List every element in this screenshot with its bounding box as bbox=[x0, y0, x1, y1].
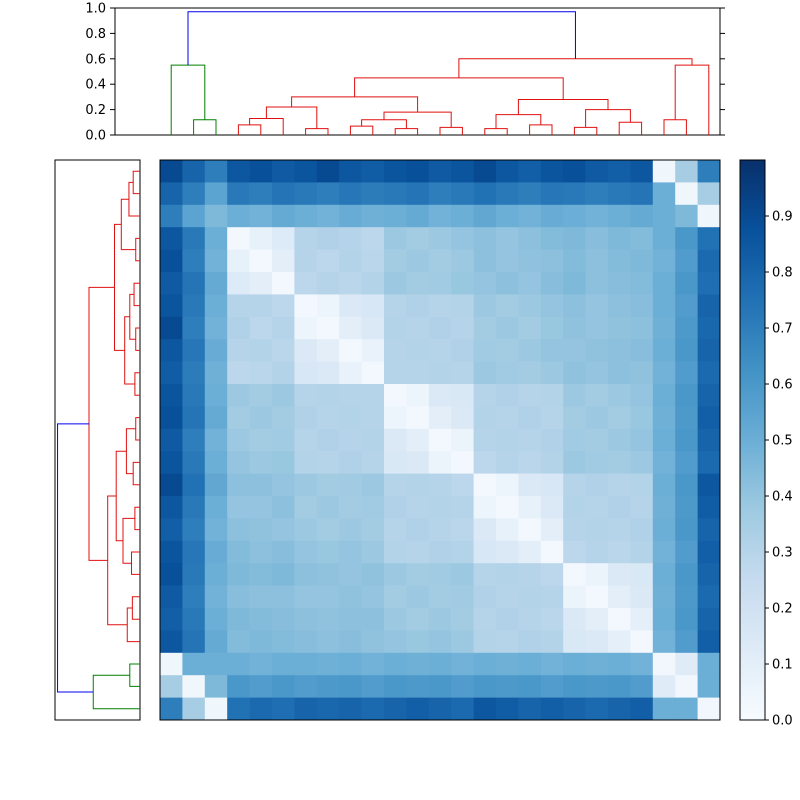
top-dendrogram bbox=[114, 7, 721, 136]
left-dendrogram bbox=[54, 159, 141, 721]
colorbar-tick-label: 0.7 bbox=[772, 322, 793, 337]
y-tick-label: 0.0 bbox=[85, 129, 106, 144]
y-tick-label: 0.4 bbox=[85, 78, 106, 93]
colorbar-tick-label: 0.0 bbox=[772, 714, 793, 729]
colorbar-tick-label: 0.8 bbox=[772, 266, 793, 281]
top-dendrogram-box bbox=[114, 7, 721, 136]
y-tick-label: 0.6 bbox=[85, 52, 106, 67]
colorbar-gradient bbox=[739, 159, 766, 721]
colorbar-tick-label: 0.5 bbox=[772, 434, 793, 449]
colorbar-tick-label: 0.1 bbox=[772, 658, 793, 673]
colorbar: 0.0 0.1 0.2 0.3 0.4 0.5 0.6 0.7 0.8 0.9 bbox=[739, 159, 793, 729]
heatmap-cells bbox=[160, 160, 721, 721]
colorbar-tick-label: 0.2 bbox=[772, 602, 793, 617]
y-tick-label: 0.8 bbox=[85, 27, 106, 42]
colorbar-tick-label: 0.4 bbox=[772, 490, 793, 505]
top-dendrogram-axis: 0.0 0.2 0.4 0.6 0.8 1.0 bbox=[85, 2, 725, 144]
y-tick-label: 0.2 bbox=[85, 103, 106, 118]
colorbar-tick-label: 0.6 bbox=[772, 378, 793, 393]
y-tick-label: 1.0 bbox=[85, 2, 106, 17]
heatmap-border bbox=[159, 159, 721, 721]
colorbar-tick-label: 0.3 bbox=[772, 546, 793, 561]
colorbar-tick-label: 0.9 bbox=[772, 210, 793, 225]
